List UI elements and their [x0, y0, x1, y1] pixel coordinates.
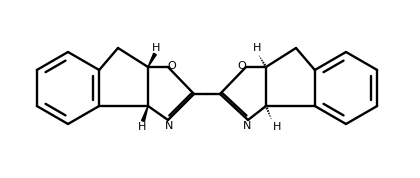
Text: N: N	[165, 121, 173, 131]
Text: H: H	[253, 43, 261, 53]
Text: O: O	[168, 61, 176, 71]
Polygon shape	[148, 53, 156, 67]
Text: N: N	[243, 121, 251, 131]
Polygon shape	[142, 106, 148, 121]
Text: H: H	[273, 122, 281, 132]
Text: H: H	[138, 122, 146, 132]
Text: O: O	[238, 61, 247, 71]
Text: H: H	[152, 43, 160, 53]
